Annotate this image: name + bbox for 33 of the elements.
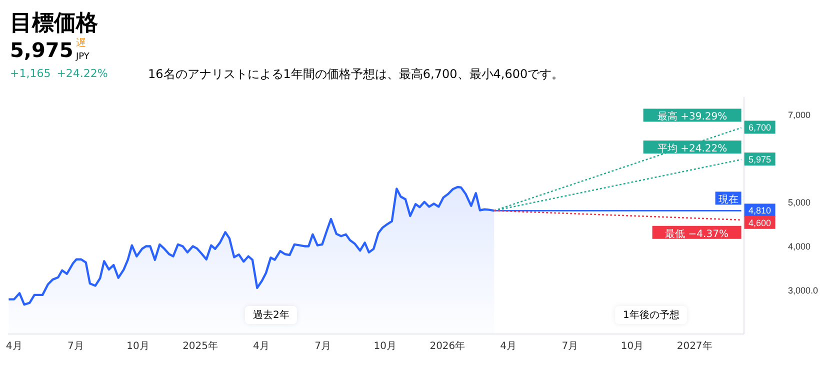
x-tick-label: 10月 [374,341,397,352]
annotation: 過去2年 [245,306,298,324]
x-tick-label: 4月 [253,341,270,352]
data-label: 4,810 [748,206,772,216]
series-label: 平均 +24.22% [657,142,728,155]
x-tick-label: 2025年 [182,340,218,352]
x-tick-label: 4月 [500,341,517,352]
x-tick-label: 10月 [126,341,150,352]
data-label: 4,600 [748,218,772,228]
annotation: 1年後の予想 [615,306,688,324]
text: +24.22% [56,67,108,80]
text: 5,975 [10,38,74,62]
series-label: 最高 +39.29% [657,110,728,123]
x-tick-label: 7月 [562,341,578,352]
text: 遅 [76,37,86,50]
x-tick-label: 10月 [620,341,644,352]
y-tick-label: 7,000 [788,110,811,120]
y-tick-label: 4,000 [788,241,811,252]
x-tick-label: 7月 [68,341,84,352]
series-label: 現在 [718,194,738,206]
y-tick-label: 3,000.0 [788,285,818,296]
series-label: 最低 −4.37% [665,228,728,240]
data-label: 6,700 [748,122,772,133]
text: +1,165 [10,67,51,80]
x-tick-label: 2027年 [676,340,712,352]
x-tick-label: 7月 [314,341,332,352]
y-tick-label: 5,000 [788,198,811,208]
chart-title: 目標価格 [10,10,98,38]
data-label: 5,975 [748,154,772,165]
x-tick-label: 4月 [6,341,22,352]
chart-subtitle: 16名のアナリストによる1年間の価格予想は、最高6,700、最小4,600です。 [148,66,564,83]
text: JPY [76,52,90,62]
x-tick-label: 2026年 [430,340,466,352]
